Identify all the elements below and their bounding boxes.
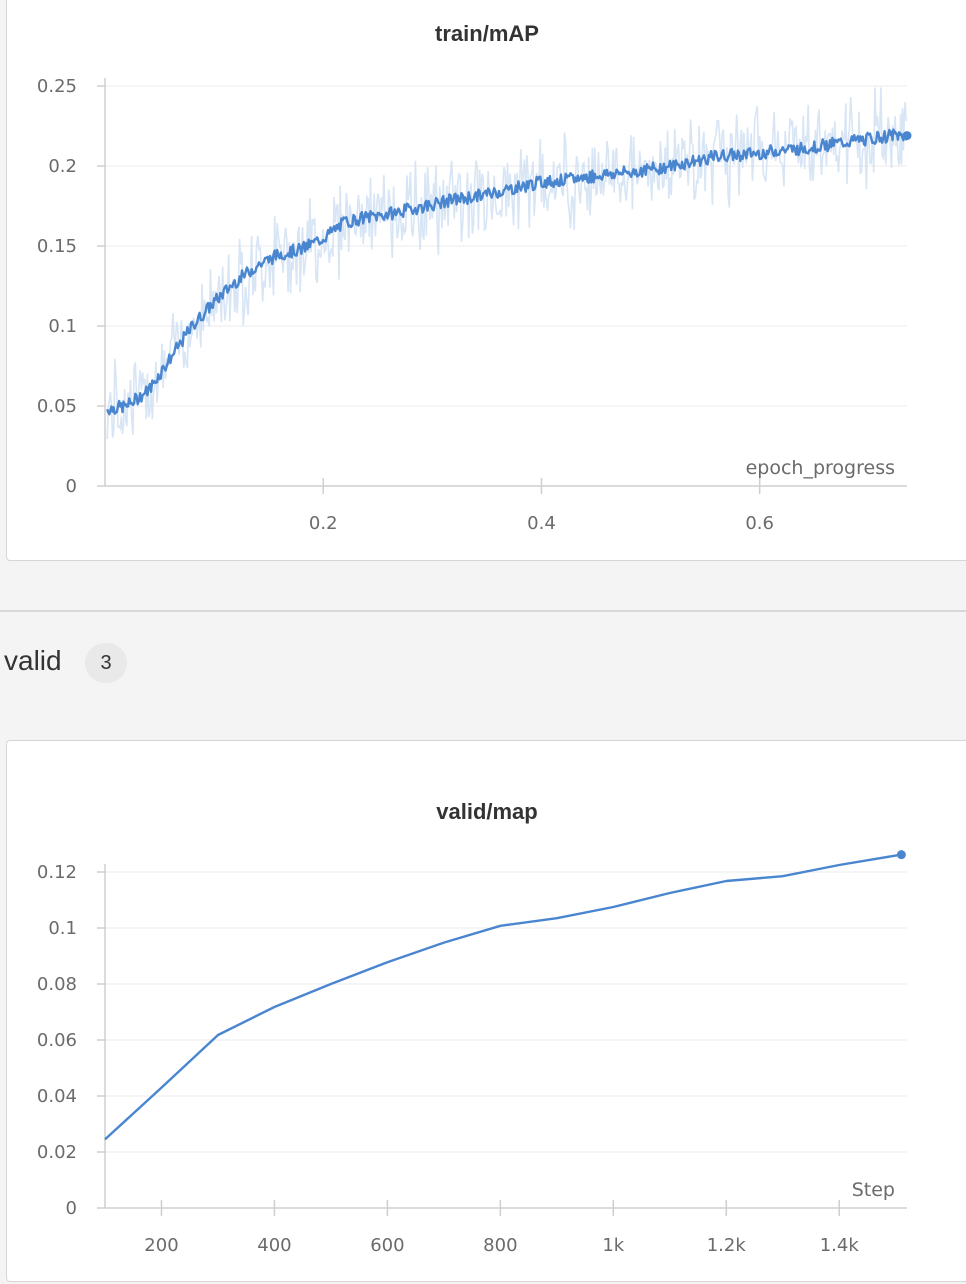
train-map-panel: train/mAP 0 0.05 0.1 0.15 0.2 0.25 0.2 0.4 0.6 ep… [6, 0, 966, 561]
x-tick-label: 600 [370, 1235, 404, 1256]
section-title: valid [4, 645, 62, 676]
x-tick-label: 1.4k [820, 1235, 860, 1256]
series-end-point[interactable] [902, 131, 912, 141]
series-line[interactable] [104, 853, 902, 1141]
x-tick-label: 0.6 [745, 513, 774, 534]
valid-map-chart[interactable]: 0 0.02 0.04 0.06 0.08 0.1 0.12 200 400 600 800 1k 1.… [7, 741, 966, 1283]
x-tick-label: 1k [602, 1235, 624, 1256]
y-tick-label: 0.15 [37, 236, 77, 257]
y-tick-label: 0 [66, 1198, 77, 1219]
x-tick-label: 0.4 [527, 513, 556, 534]
y-tick-label: 0.05 [37, 396, 77, 417]
valid-map-panel: valid/map 0 0.02 0.04 0.06 0.08 0.1 0.12 200 400… [6, 740, 966, 1282]
section-count-badge: 3 [85, 643, 127, 683]
chart-title: valid/map [436, 799, 538, 824]
x-tick-label: 800 [483, 1235, 517, 1256]
x-axis-label: epoch_progress [746, 457, 895, 479]
y-tick-label: 0.02 [37, 1142, 77, 1163]
y-tick-label: 0 [66, 476, 77, 497]
y-tick-label: 0.1 [48, 316, 77, 337]
x-axis-label: Step [852, 1179, 895, 1201]
section-divider [0, 610, 966, 612]
x-tick-label: 400 [257, 1235, 291, 1256]
train-map-chart[interactable]: 0 0.05 0.1 0.15 0.2 0.25 0.2 0.4 0.6 epoch_progre… [7, 0, 966, 562]
y-tick-label: 0.04 [37, 1086, 77, 1107]
series-raw-band [106, 87, 907, 440]
y-tick-label: 0.25 [37, 76, 77, 97]
chart-title: train/mAP [435, 21, 539, 46]
x-tick-label: 1.2k [707, 1235, 747, 1256]
y-tick-label: 0.06 [37, 1030, 77, 1051]
y-tick-label: 0.1 [48, 918, 77, 939]
series-line[interactable] [106, 128, 909, 416]
x-tick-label: 0.2 [309, 513, 338, 534]
x-tick-label: 200 [144, 1235, 178, 1256]
y-tick-label: 0.2 [48, 156, 77, 177]
y-tick-label: 0.12 [37, 862, 77, 883]
y-tick-label: 0.08 [37, 974, 77, 995]
series-end-point[interactable] [896, 850, 906, 860]
